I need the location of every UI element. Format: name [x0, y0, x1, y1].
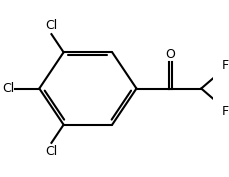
Text: Cl: Cl — [2, 82, 14, 95]
Text: F: F — [221, 59, 229, 72]
Text: Cl: Cl — [45, 19, 57, 32]
Text: O: O — [166, 48, 175, 61]
Text: F: F — [221, 105, 229, 118]
Text: Cl: Cl — [45, 145, 57, 158]
